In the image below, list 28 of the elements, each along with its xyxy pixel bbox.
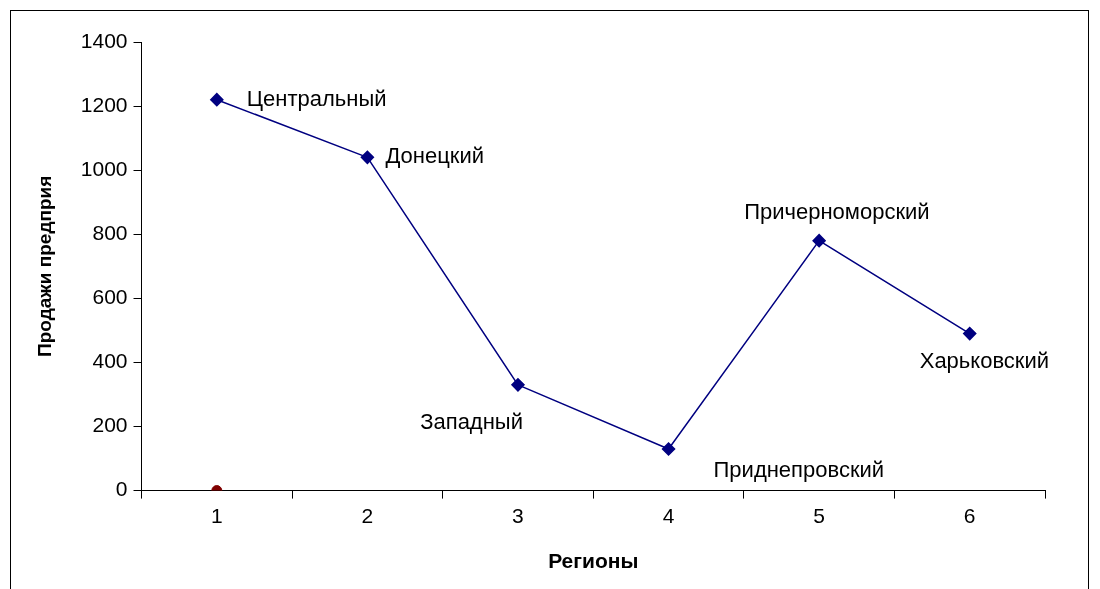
y-axis-title: Продажи предприя bbox=[33, 175, 55, 357]
annotation: Причерноморский bbox=[744, 198, 930, 224]
y-tick-label: 400 bbox=[92, 349, 128, 373]
point bbox=[661, 442, 676, 456]
annotation: Западный bbox=[420, 408, 523, 434]
y-tick-label: 1400 bbox=[80, 28, 128, 52]
annotation: Харьковский bbox=[919, 347, 1050, 373]
x-tick-label: 4 bbox=[662, 504, 675, 527]
y-tick-label: 0 bbox=[115, 477, 128, 501]
y-tick-label: 600 bbox=[92, 285, 128, 309]
annotation: Донецкий bbox=[385, 143, 484, 169]
point bbox=[210, 92, 224, 107]
annotation: Приднепровский bbox=[713, 457, 885, 483]
point bbox=[511, 378, 525, 392]
y-tick-label: 1200 bbox=[80, 92, 128, 116]
y-tick-label: 800 bbox=[92, 221, 128, 245]
point bbox=[812, 233, 826, 248]
point bbox=[360, 150, 375, 165]
annotation: Центральный bbox=[246, 85, 387, 111]
y-tick-label: 200 bbox=[92, 413, 128, 437]
x-tick-label: 2 bbox=[361, 504, 374, 527]
x-axis-title: Регионы bbox=[548, 549, 639, 573]
x-tick-label: 6 bbox=[963, 504, 976, 527]
y-tick-label: 1000 bbox=[80, 156, 128, 180]
point bbox=[962, 326, 977, 341]
x-tick-label: 1 bbox=[210, 504, 223, 527]
x-tick-label: 3 bbox=[512, 504, 524, 527]
x-tick-label: 5 bbox=[813, 504, 825, 527]
